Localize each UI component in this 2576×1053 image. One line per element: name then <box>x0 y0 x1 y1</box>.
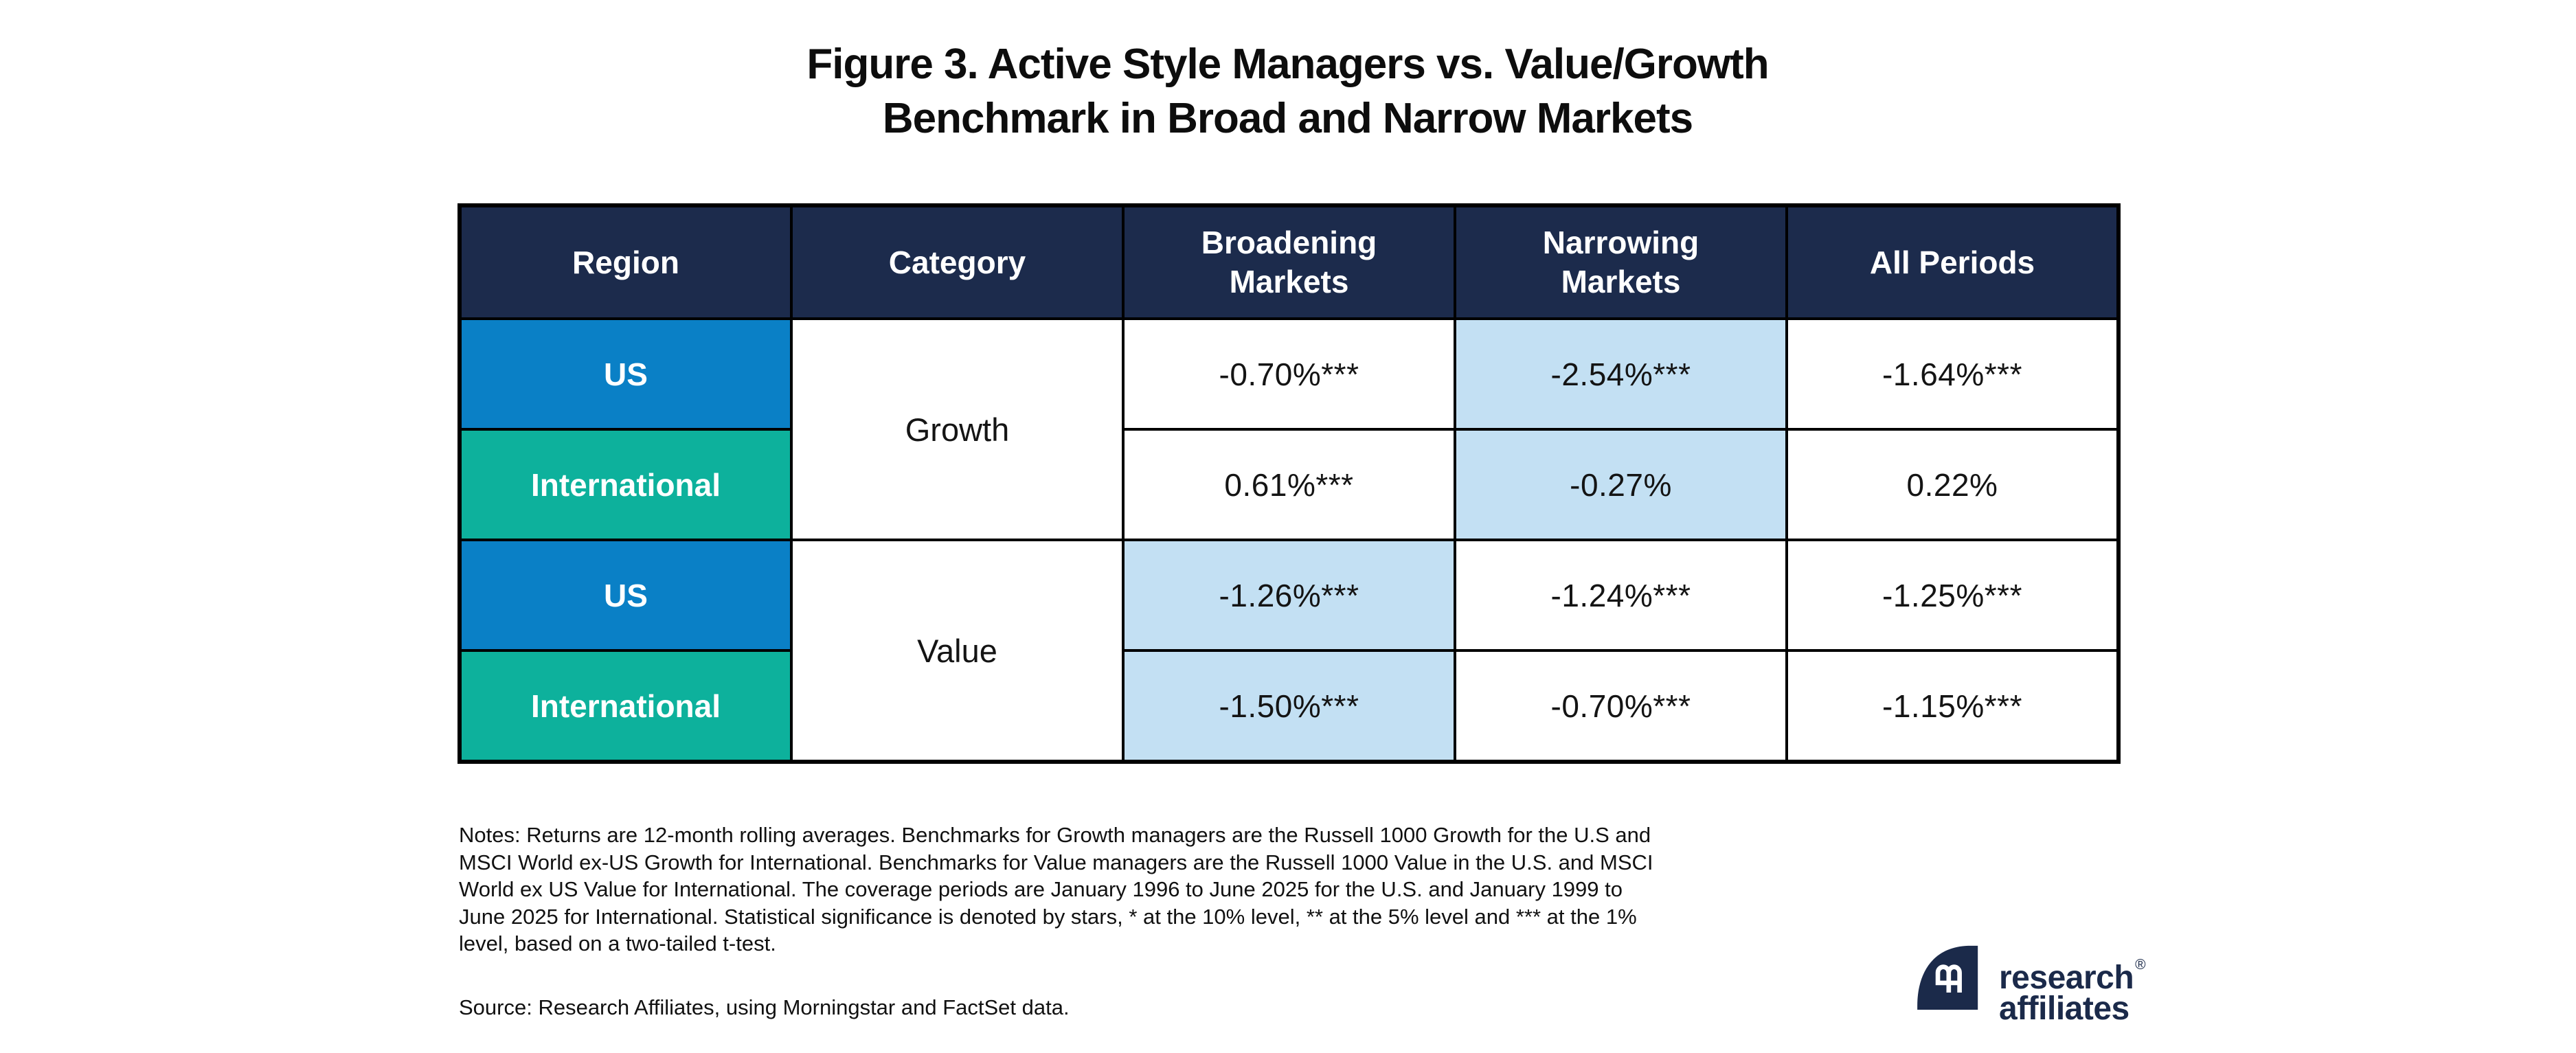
cell-intl-value-all-periods: -1.15%*** <box>1785 649 2120 763</box>
col-header-all-periods: All Periods <box>1785 204 2120 320</box>
col-header-broadening-markets: Broadening Markets <box>1122 204 1456 320</box>
ra-fin-logo-icon <box>1917 945 1978 1010</box>
source-text: Source: Research Affiliates, using Morni… <box>459 995 1070 1019</box>
table-row-intl-value: International -1.50%*** -0.70%*** -1.15%… <box>458 649 2120 763</box>
cell-us-growth-narrowing: -2.54%*** <box>1454 317 1788 431</box>
cell-intl-value-narrowing: -0.70%*** <box>1454 649 1788 763</box>
cell-intl-value-broadening: -1.50%*** <box>1122 649 1456 763</box>
region-cell-intl-growth: International <box>458 428 793 541</box>
cell-intl-growth-all-periods: 0.22% <box>1785 428 2120 541</box>
col-header-region: Region <box>458 204 793 320</box>
cell-us-growth-all-periods: -1.64%*** <box>1785 317 2120 431</box>
cell-intl-growth-narrowing: -0.27% <box>1454 428 1788 541</box>
logo-line1: research® <box>1999 957 2146 996</box>
cell-intl-growth-broadening: 0.61%*** <box>1122 428 1456 541</box>
logo-wordmark: research® affiliates <box>1999 938 2146 1027</box>
figure-title: Figure 3. Active Style Managers vs. Valu… <box>806 41 1769 142</box>
cell-us-value-narrowing: -1.24%*** <box>1454 539 1788 652</box>
table-row-us-value: US Value -1.26%*** -1.24%*** -1.25%*** <box>458 539 2120 763</box>
category-cell-value: Value <box>790 539 1125 763</box>
cell-us-value-all-periods: -1.25%*** <box>1785 539 2120 652</box>
registered-mark: ® <box>2135 957 2146 973</box>
region-cell-intl-value: International <box>458 649 793 763</box>
results-table: Region Category Broadening Markets Narro… <box>457 203 2121 764</box>
category-cell-growth: Growth <box>790 317 1125 541</box>
cell-us-growth-broadening: -0.70%*** <box>1122 317 1456 431</box>
col-header-narrowing-markets: Narrowing Markets <box>1454 204 1788 320</box>
col-header-category: Category <box>790 204 1125 320</box>
region-cell-us-value: US <box>458 539 793 652</box>
research-affiliates-logo: research® affiliates <box>1911 938 2146 1027</box>
region-cell-us-growth: US <box>458 317 793 431</box>
table-row-us-growth: US Growth -0.70%*** -2.54%*** -1.64%*** <box>458 317 2120 541</box>
table-header-row: Region Category Broadening Markets Narro… <box>458 204 2120 320</box>
cell-us-value-broadening: -1.26%*** <box>1122 539 1456 652</box>
logo-line2: affiliates <box>1999 990 2129 1027</box>
notes-text: Notes: Returns are 12-month rolling aver… <box>459 823 1653 955</box>
table-row-intl-growth: International 0.61%*** -0.27% 0.22% <box>458 428 2120 541</box>
